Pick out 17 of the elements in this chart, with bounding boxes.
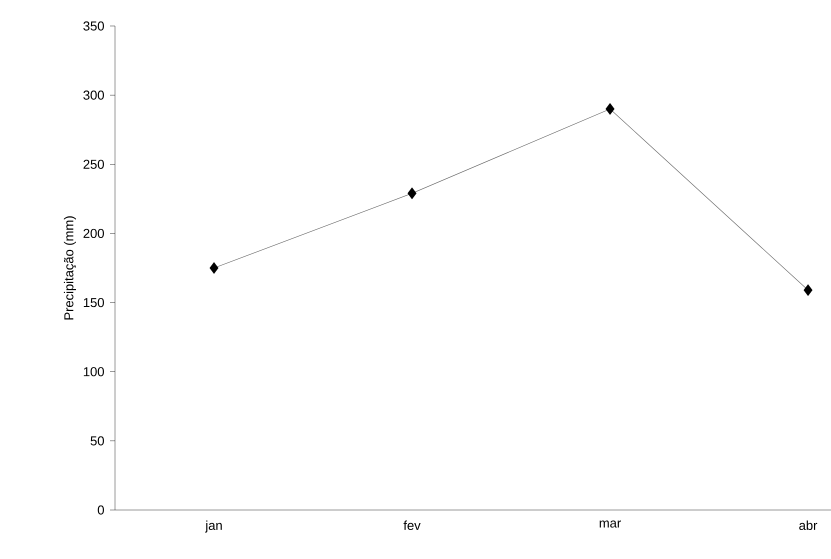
point	[408, 188, 416, 200]
x-tick-label: mar	[600, 520, 621, 528]
x-tick-label: abr	[799, 520, 818, 530]
y-tick-label: 200	[84, 228, 104, 238]
y-tick-label: 50	[90, 436, 104, 446]
point	[210, 262, 218, 274]
y-tick-label: 0	[98, 505, 104, 515]
y-tick-label: 300	[83, 90, 104, 100]
point	[606, 103, 614, 115]
y-tick-label: 100	[84, 367, 104, 376]
x-tick-label: fev	[404, 520, 421, 530]
y-tick-label: 250	[84, 160, 104, 169]
point	[804, 284, 812, 296]
x-tick-label: jan	[205, 520, 222, 533]
y-tick-label: 350	[83, 21, 104, 31]
y-tick-label: 150	[84, 298, 104, 308]
y-axis-title: Precipitação (mm)	[64, 216, 76, 320]
